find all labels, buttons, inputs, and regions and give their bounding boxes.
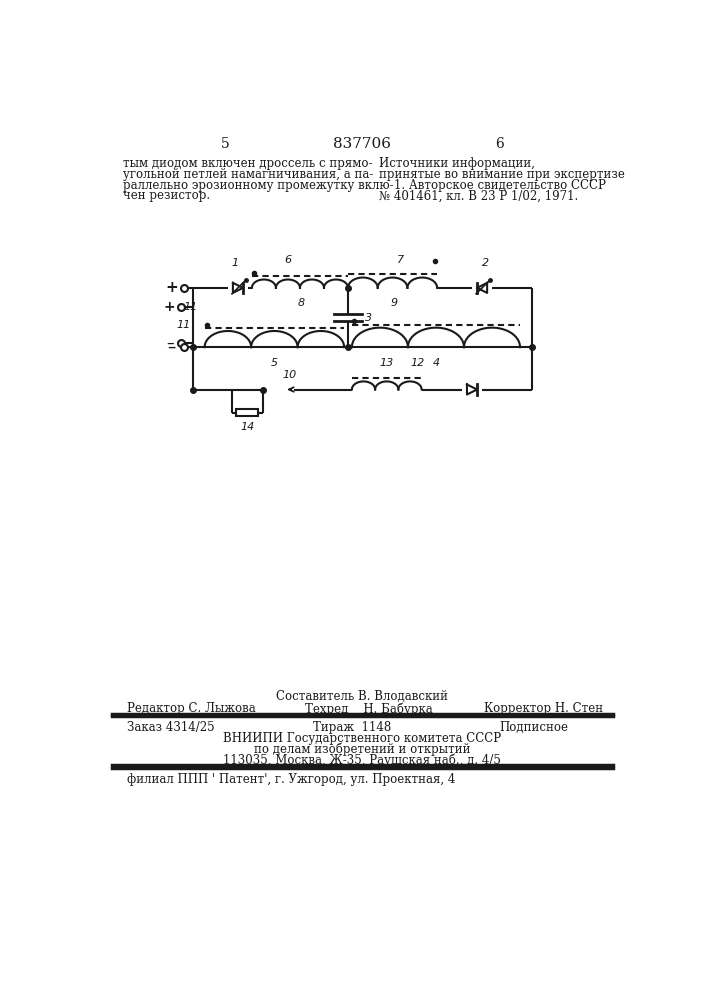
Text: тым диодом включен дроссель с прямо-: тым диодом включен дроссель с прямо- bbox=[123, 157, 373, 170]
Text: Источники информации,: Источники информации, bbox=[379, 157, 535, 170]
Text: 4: 4 bbox=[433, 358, 440, 368]
Text: по делам изобретений и открытий: по делам изобретений и открытий bbox=[254, 743, 470, 756]
Text: 5: 5 bbox=[221, 137, 230, 151]
Text: 6: 6 bbox=[495, 137, 503, 151]
Text: 14: 14 bbox=[240, 422, 255, 432]
Text: 8: 8 bbox=[298, 298, 305, 308]
Text: 1: 1 bbox=[231, 258, 238, 268]
Text: Редактор С. Лыжова: Редактор С. Лыжова bbox=[127, 702, 256, 715]
Text: 837706: 837706 bbox=[333, 137, 391, 151]
Text: +: + bbox=[165, 280, 177, 295]
Text: 11: 11 bbox=[184, 302, 198, 312]
Text: № 401461, кл. В 23 Р 1/02, 1971.: № 401461, кл. В 23 Р 1/02, 1971. bbox=[379, 189, 578, 202]
Text: 13: 13 bbox=[380, 358, 394, 368]
Text: ВНИИПИ Государственного комитета СССР: ВНИИПИ Государственного комитета СССР bbox=[223, 732, 501, 745]
Text: Составитель В. Влодавский: Составитель В. Влодавский bbox=[276, 690, 448, 703]
Text: принятые во внимание при экспертизе: принятые во внимание при экспертизе bbox=[379, 168, 625, 181]
Text: Заказ 4314/25: Заказ 4314/25 bbox=[127, 721, 215, 734]
Text: 2: 2 bbox=[481, 258, 489, 268]
Text: Техред    Н. Бабурка: Техред Н. Бабурка bbox=[305, 702, 433, 716]
Text: раллельно эрозионному промежутку вклю-: раллельно эрозионному промежутку вклю- bbox=[123, 179, 394, 192]
Text: –: – bbox=[167, 338, 175, 356]
Text: 11: 11 bbox=[177, 320, 191, 330]
Text: 6: 6 bbox=[285, 255, 292, 265]
Text: 3: 3 bbox=[365, 313, 372, 323]
Text: чен резистор.: чен резистор. bbox=[123, 189, 211, 202]
Text: Подписное: Подписное bbox=[499, 721, 568, 734]
Text: –: – bbox=[166, 336, 173, 351]
Text: 12: 12 bbox=[411, 358, 425, 368]
Text: 5: 5 bbox=[271, 358, 278, 368]
Text: 1. Авторское свидетельство СССР: 1. Авторское свидетельство СССР bbox=[379, 179, 606, 192]
Bar bbox=[236, 409, 258, 416]
Text: 9: 9 bbox=[390, 298, 397, 308]
Text: Тираж  1148: Тираж 1148 bbox=[313, 721, 392, 734]
Text: 10: 10 bbox=[283, 370, 297, 380]
Text: угольной петлей намагничивания, а па-: угольной петлей намагничивания, а па- bbox=[123, 168, 373, 181]
Text: Корректор Н. Стен: Корректор Н. Стен bbox=[484, 702, 603, 715]
Text: филиал ППП ' Патент', г. Ужгород, ул. Проектная, 4: филиал ППП ' Патент', г. Ужгород, ул. Пр… bbox=[127, 773, 455, 786]
Text: 7: 7 bbox=[397, 255, 404, 265]
Text: 113035, Москва, Ж-35, Раушская наб., д. 4/5: 113035, Москва, Ж-35, Раушская наб., д. … bbox=[223, 754, 501, 767]
Text: +: + bbox=[164, 300, 175, 314]
